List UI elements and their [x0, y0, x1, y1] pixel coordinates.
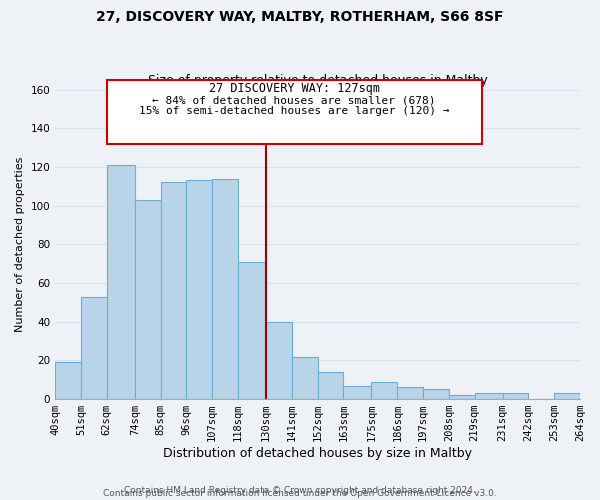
Bar: [423, 390, 449, 399]
Text: 15% of semi-detached houses are larger (120) →: 15% of semi-detached houses are larger (…: [139, 106, 449, 116]
Bar: [449, 395, 475, 399]
Bar: [212, 178, 238, 399]
Bar: [503, 394, 529, 399]
Y-axis label: Number of detached properties: Number of detached properties: [15, 156, 25, 332]
Text: 27, DISCOVERY WAY, MALTBY, ROTHERHAM, S66 8SF: 27, DISCOVERY WAY, MALTBY, ROTHERHAM, S6…: [96, 10, 504, 24]
Bar: [317, 372, 343, 399]
Bar: [107, 165, 135, 399]
Bar: [187, 180, 212, 399]
Bar: [371, 382, 397, 399]
Bar: [161, 182, 187, 399]
Bar: [238, 262, 266, 399]
Bar: [554, 394, 580, 399]
Bar: [81, 296, 107, 399]
Text: ← 84% of detached houses are smaller (678): ← 84% of detached houses are smaller (67…: [152, 96, 436, 106]
Text: Contains public sector information licensed under the Open Government Licence v3: Contains public sector information licen…: [103, 488, 497, 498]
Bar: [135, 200, 161, 399]
FancyBboxPatch shape: [107, 80, 482, 144]
Text: 27 DISCOVERY WAY: 127sqm: 27 DISCOVERY WAY: 127sqm: [209, 82, 380, 94]
Bar: [397, 388, 423, 399]
Bar: [343, 386, 371, 399]
Title: Size of property relative to detached houses in Maltby: Size of property relative to detached ho…: [148, 74, 487, 87]
Bar: [475, 394, 503, 399]
Bar: [292, 356, 317, 399]
Bar: [55, 362, 81, 399]
Text: Contains HM Land Registry data © Crown copyright and database right 2024.: Contains HM Land Registry data © Crown c…: [124, 486, 476, 495]
Bar: [266, 322, 292, 399]
X-axis label: Distribution of detached houses by size in Maltby: Distribution of detached houses by size …: [163, 447, 472, 460]
